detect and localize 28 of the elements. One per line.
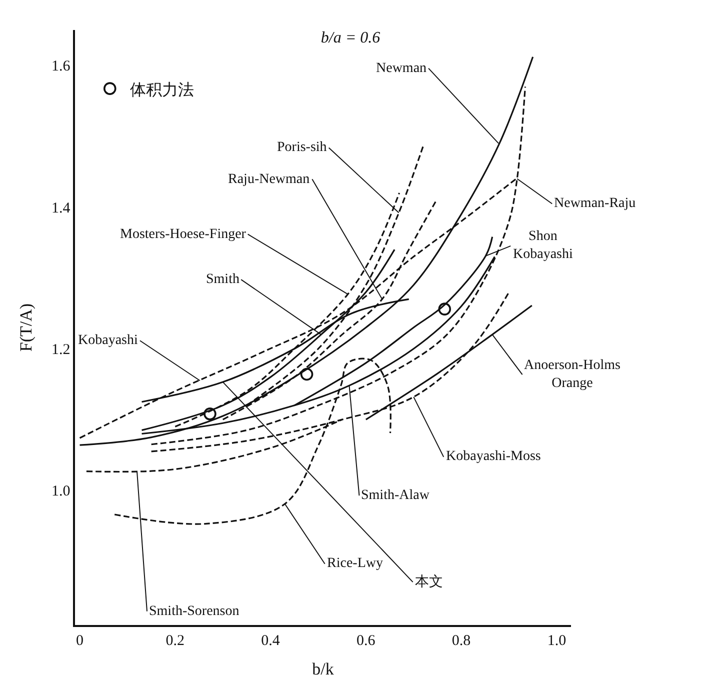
annotation: Newman: [376, 61, 427, 76]
annotation: Kobayashi-Moss: [446, 449, 541, 464]
y-tick-label: 1.2: [52, 342, 70, 358]
x-tick-label: 0.8: [452, 632, 471, 649]
y-tick-label: 1.6: [52, 58, 71, 75]
legend-label: 体积力法: [130, 80, 194, 99]
annotation: Anoerson-Holms Orange: [524, 358, 620, 392]
annotation: Mosters-Hoese-Finger: [120, 227, 246, 242]
annotation: Shon Kobayashi: [513, 229, 573, 262]
annotation: Kobayashi: [78, 333, 138, 348]
annotation: Raju-Newman: [228, 172, 310, 187]
annotation: Smith: [206, 272, 240, 287]
x-tick-label: 0.4: [261, 632, 280, 649]
x-axis-title: b/k: [312, 660, 334, 679]
x-tick-label: 0.2: [166, 632, 185, 649]
annotation: Smith-Alaw: [361, 488, 430, 503]
annotation: Rice-Lwy: [327, 556, 383, 571]
x-tick-label: 1.0: [547, 632, 566, 649]
annotation: Poris-sih: [277, 140, 327, 155]
annotation: Smith-Sorenson: [149, 604, 240, 619]
x-tick-label: 0: [76, 632, 84, 649]
chart-title: b/a = 0.6: [320, 29, 380, 46]
y-tick-label: 1.0: [52, 484, 70, 500]
annotation: Newman-Raju: [554, 196, 636, 211]
annotation: 本文: [415, 574, 443, 590]
x-tick-label: 0.6: [356, 632, 376, 649]
y-axis-title: F(T/A): [16, 303, 36, 352]
y-tick-label: 1.4: [52, 200, 71, 216]
